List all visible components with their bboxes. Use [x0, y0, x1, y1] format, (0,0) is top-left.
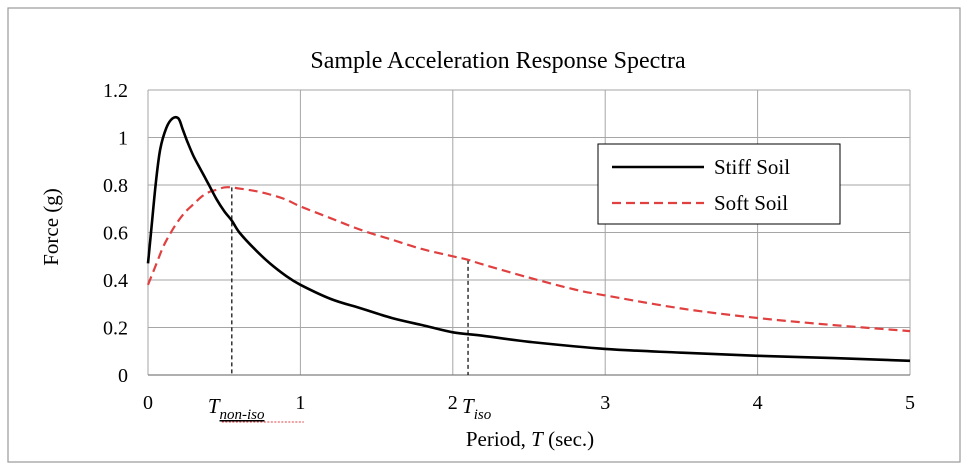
- x-tick-label: 2: [448, 392, 458, 414]
- y-tick-label: 1.2: [103, 80, 128, 102]
- y-tick-labels: 0 0.2 0.4 0.6 0.8 1 1.2: [103, 80, 128, 387]
- legend-label: Soft Soil: [714, 191, 788, 215]
- y-axis-label: Force (g): [39, 188, 63, 266]
- legend-label: Stiff Soil: [714, 155, 790, 179]
- annotation-labels: Tnon-iso Tiso: [208, 394, 492, 423]
- y-tick-label: 1: [118, 128, 128, 150]
- annotation-label: Tnon-iso: [208, 394, 265, 423]
- chart-border: [7, 7, 961, 463]
- x-tick-label: 4: [753, 392, 763, 414]
- annotation-label-base: T: [208, 394, 221, 418]
- series-line-stiff-soil: [146, 115, 911, 363]
- legend: Stiff Soil Soft Soil: [597, 143, 841, 225]
- legend-box: [597, 143, 841, 225]
- annotation-label-base: T: [462, 394, 475, 418]
- chart-title: Sample Acceleration Response Spectra: [310, 48, 686, 74]
- series-line-soft-soil: [146, 186, 911, 333]
- x-tick-label: 0: [143, 392, 153, 414]
- annotation-label: Tiso: [462, 394, 492, 423]
- x-tick-label: 5: [905, 392, 915, 414]
- x-axis-label: Period, T (sec.): [466, 427, 594, 451]
- series-layer: [146, 115, 911, 363]
- y-tick-label: 0.8: [103, 175, 128, 197]
- y-tick-label: 0.6: [103, 223, 128, 245]
- annotation-label-sub: non-iso: [220, 407, 266, 423]
- x-tick-label: 3: [600, 392, 610, 414]
- y-tick-label: 0.4: [103, 270, 128, 292]
- y-tick-label: 0: [118, 365, 128, 387]
- x-axis-label-suffix: (sec.): [543, 427, 594, 451]
- x-tick-labels: 0 1 2 3 4 5: [143, 392, 915, 414]
- x-axis-label-var: T: [531, 427, 544, 451]
- x-tick-label: 1: [295, 392, 305, 414]
- annotation-label-sub: iso: [474, 407, 492, 423]
- x-axis-label-prefix: Period,: [466, 427, 531, 451]
- y-tick-label: 0.2: [103, 318, 128, 340]
